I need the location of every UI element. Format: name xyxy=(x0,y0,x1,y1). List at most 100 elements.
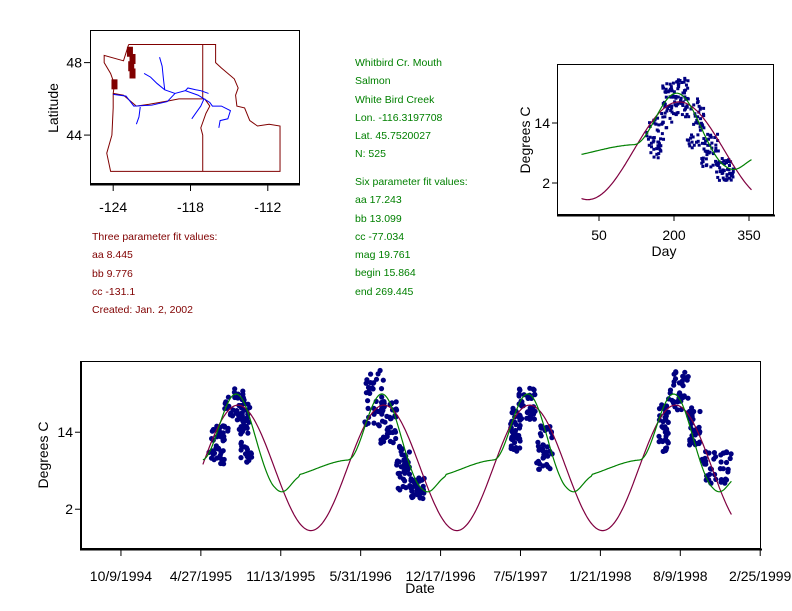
seasonal-data-point xyxy=(691,135,695,139)
timeseries-data-point xyxy=(221,456,227,463)
timeseries-observations xyxy=(206,367,734,502)
seasonal-data-point xyxy=(694,140,698,144)
seasonal-data-point xyxy=(687,142,691,146)
seasonal-data-point xyxy=(656,116,660,120)
timeseries-axis-ticks: 10/9/1994 4/27/1995 11/13/1995 5/31/1996 12/… xyxy=(57,424,791,584)
timeseries-x-tick-label: 2/25/1999 xyxy=(729,568,791,584)
latitude: Lat. 45.7520027 xyxy=(355,130,431,143)
map-frame xyxy=(90,30,300,184)
seasonal-data-point xyxy=(704,164,708,168)
seasonal-data-point xyxy=(655,147,659,151)
seasonal-data-point xyxy=(707,137,711,141)
seasonal-data-point xyxy=(665,82,669,86)
seasonal-data-point xyxy=(682,91,686,95)
seasonal-x-tick-label: 200 xyxy=(662,227,686,243)
river xyxy=(135,106,141,125)
seasonal-data-point xyxy=(674,113,678,117)
timeseries-data-point xyxy=(720,466,726,472)
seasonal-data-point xyxy=(672,90,676,94)
timeseries-data-point xyxy=(540,442,546,448)
seasonal-data-point xyxy=(663,111,667,115)
seasonal-data-point xyxy=(650,145,654,149)
seasonal-fit-lines xyxy=(581,92,752,201)
seasonal-data-point xyxy=(654,122,658,126)
seasonal-data-point xyxy=(662,137,666,141)
seasonal-data-point xyxy=(651,140,655,144)
rivers xyxy=(113,57,232,128)
seasonal-data-point xyxy=(705,153,709,157)
timeseries-data-point xyxy=(378,386,385,392)
timeseries-data-point xyxy=(697,408,703,415)
seasonal-data-point xyxy=(655,128,659,132)
seasonal-data-point xyxy=(687,115,691,119)
seasonal-data-point xyxy=(699,117,703,121)
seasonal-data-point xyxy=(670,110,674,114)
seasonal-data-point xyxy=(717,178,721,182)
timeseries-data-point xyxy=(727,455,733,462)
seasonal-data-point xyxy=(663,115,667,119)
timeseries-data-point xyxy=(540,455,546,461)
three-param-bb: bb 9.776 xyxy=(92,267,133,280)
wa-or-border xyxy=(113,92,204,107)
seasonal-data-point xyxy=(668,116,672,120)
seasonal-data-point xyxy=(722,178,726,182)
seasonal-data-point xyxy=(702,126,706,130)
timeseries-data-point xyxy=(711,450,718,456)
timeseries-data-point xyxy=(718,479,724,485)
timeseries-data-point xyxy=(378,440,384,446)
seasonal-data-point xyxy=(709,133,713,137)
seasonal-data-point xyxy=(645,134,649,138)
map-x-tick-label: -112 xyxy=(254,199,281,215)
puget-sound-island xyxy=(129,68,136,79)
seasonal-data-point xyxy=(670,104,674,108)
timeseries-data-point xyxy=(664,438,670,444)
seasonal-data-point xyxy=(649,141,653,145)
timeseries-data-point xyxy=(538,433,544,439)
seasonal-data-point xyxy=(714,159,718,163)
seasonal-data-point xyxy=(684,83,688,87)
seasonal-data-point xyxy=(700,141,704,145)
seasonal-axis-ticks: 50 200 350 14 2 xyxy=(534,115,760,243)
seasonal-data-point xyxy=(696,121,700,125)
timeseries-x-tick-label: 5/31/1996 xyxy=(330,568,392,584)
timeseries-data-point xyxy=(527,416,533,422)
timeseries-data-point xyxy=(216,446,222,452)
seasonal-data-point xyxy=(711,152,715,156)
sample-count: N: 525 xyxy=(355,148,386,161)
seasonal-data-point xyxy=(676,87,680,91)
timeseries-data-point xyxy=(393,399,399,405)
station-info: Whitbird Cr. Mouth Salmon White Bird Cre… xyxy=(355,54,442,164)
timeseries-data-point xyxy=(397,444,403,451)
timeseries-x-tick-label: 4/27/1995 xyxy=(170,568,232,584)
seasonal-data-point xyxy=(708,150,712,154)
timeseries-data-point xyxy=(515,435,521,442)
seasonal-data-point xyxy=(702,114,706,118)
seasonal-data-point xyxy=(652,147,656,151)
timeseries-data-point xyxy=(530,409,537,416)
seasonal-data-point xyxy=(722,162,726,166)
seasonal-xlabel: Day xyxy=(652,243,677,259)
six-param-end: end 269.445 xyxy=(355,285,414,298)
seasonal-data-point xyxy=(685,112,689,116)
timeseries-data-point xyxy=(692,432,698,438)
timeseries-ylabel: Degrees C xyxy=(35,422,51,489)
seasonal-data-point xyxy=(697,104,701,108)
seasonal-y-tick-label: 2 xyxy=(542,175,550,191)
seasonal-data-point xyxy=(646,137,650,141)
seasonal-data-point xyxy=(716,164,720,168)
seasonal-data-point xyxy=(714,143,718,147)
seasonal-data-point xyxy=(727,158,731,162)
timeseries-data-point xyxy=(248,450,254,456)
seasonal-data-point xyxy=(699,121,703,125)
timeseries-data-point xyxy=(544,463,550,469)
seasonal-chart: 50 200 350 14 2 Degrees C Day xyxy=(517,64,775,259)
timeseries-data-point xyxy=(398,464,404,470)
seasonal-data-point xyxy=(709,165,713,169)
seasonal-data-point xyxy=(681,91,685,95)
seasonal-data-point xyxy=(675,111,679,115)
seasonal-data-point xyxy=(727,176,731,180)
seasonal-frame xyxy=(557,64,774,215)
timeseries-data-point xyxy=(238,424,244,430)
seasonal-data-point xyxy=(682,80,686,84)
